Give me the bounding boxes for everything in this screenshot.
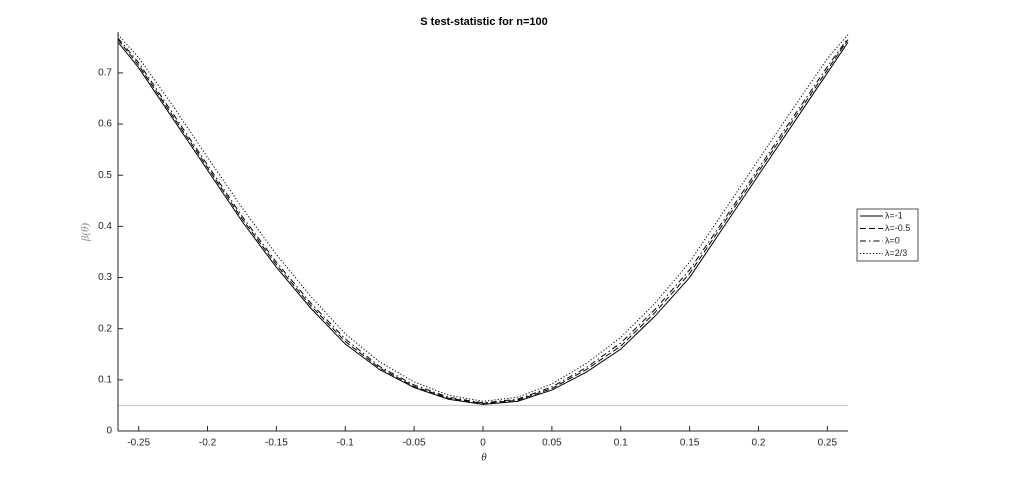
y-tick-label: 0.5 xyxy=(98,170,112,181)
series-line xyxy=(117,41,849,405)
series-line xyxy=(117,34,849,402)
x-tick-label: -0.25 xyxy=(127,438,150,449)
legend-label: λ=2/3 xyxy=(885,248,907,258)
x-axis-label: θ xyxy=(481,452,487,464)
x-tick-label: -0.2 xyxy=(199,438,217,449)
x-tick-label: -0.15 xyxy=(265,438,288,449)
x-tick-label: 0.05 xyxy=(542,438,562,449)
series-line xyxy=(117,37,849,404)
x-tick-label: 0 xyxy=(480,438,486,449)
x-tick-label: 0.15 xyxy=(680,438,700,449)
y-axis-label: β(θ) xyxy=(80,223,92,243)
x-tick-label: 0.2 xyxy=(752,438,766,449)
x-tick-label: -0.1 xyxy=(337,438,355,449)
y-tick-label: 0.3 xyxy=(98,272,112,283)
y-tick-label: 0.4 xyxy=(98,221,112,232)
legend-label: λ=0 xyxy=(885,235,900,245)
legend-label: λ=-0.5 xyxy=(885,223,910,233)
x-tick-label: -0.05 xyxy=(403,438,426,449)
chart-title: S test-statistic for n=100 xyxy=(420,16,547,28)
series-line xyxy=(117,39,849,404)
legend-box xyxy=(856,208,919,262)
legend-label: λ=-1 xyxy=(885,210,903,220)
y-tick-label: 0 xyxy=(106,426,112,437)
y-tick-label: 0.1 xyxy=(98,374,112,385)
y-tick-label: 0.6 xyxy=(98,119,112,130)
x-tick-label: 0.1 xyxy=(614,438,628,449)
x-tick-label: 0.25 xyxy=(818,438,838,449)
y-tick-label: 0.2 xyxy=(98,323,112,334)
y-tick-label: 0.7 xyxy=(98,68,112,79)
